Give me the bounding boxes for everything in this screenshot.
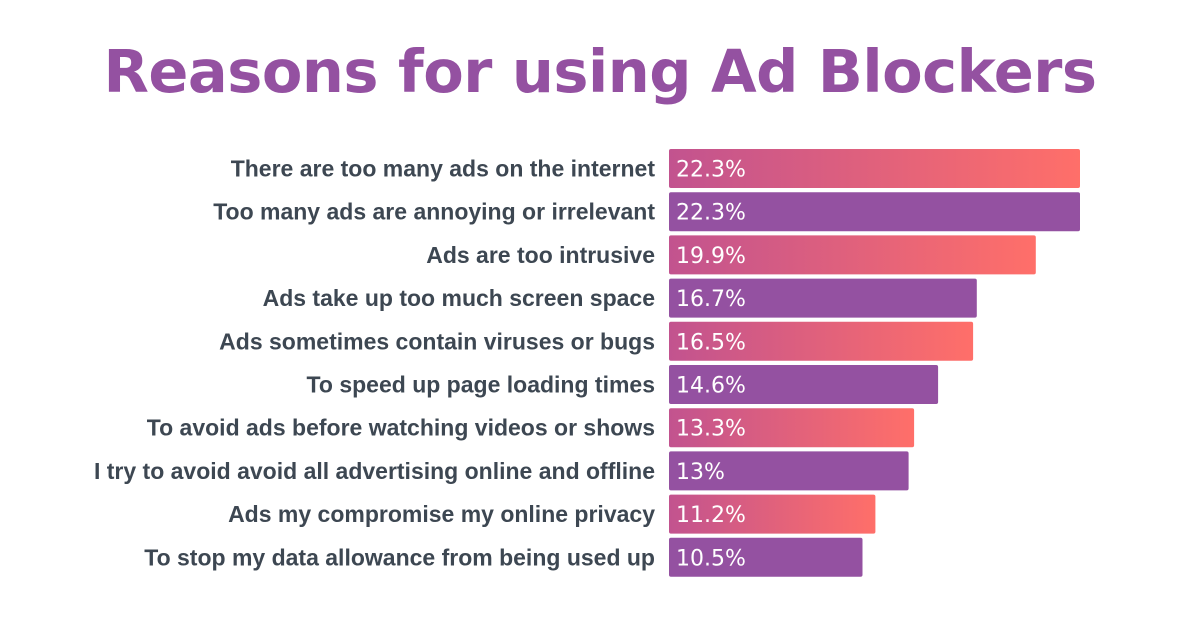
category-label-6: To speed up page loading times (307, 372, 655, 398)
bar-value-label-8: 13% (676, 460, 725, 485)
bar-value-label-9: 11.2% (676, 503, 746, 528)
bar-value-label-2: 22.3% (676, 201, 746, 226)
chart-title: Reasons for using Ad Blockers (103, 37, 1097, 106)
bar-value-label-1: 22.3% (676, 158, 746, 183)
bar-4 (669, 278, 977, 318)
category-label-9: Ads my compromise my online privacy (228, 501, 655, 527)
bar-2 (669, 192, 1080, 232)
bar-1 (669, 149, 1080, 188)
category-label-2: Too many ads are annoying or irrelevant (213, 199, 655, 225)
bar-7 (669, 408, 915, 448)
bar-5 (669, 321, 974, 361)
bar-value-label-6: 14.6% (676, 374, 746, 399)
category-label-10: To stop my data allowance from being use… (144, 544, 655, 570)
bar-value-label-5: 16.5% (676, 330, 746, 355)
bar-6 (669, 365, 939, 404)
bar-value-label-4: 16.7% (676, 287, 746, 312)
bar-value-label-7: 13.3% (676, 417, 746, 442)
bars-group: 22.3% There are too many ads on the inter… (94, 149, 1080, 577)
bar-10 (669, 537, 863, 577)
category-label-3: Ads are too intrusive (426, 242, 655, 268)
category-label-7: To avoid ads before watching videos or s… (147, 415, 655, 441)
bar-9 (669, 494, 876, 534)
bar-3 (669, 235, 1036, 275)
bar-8 (669, 451, 909, 491)
category-label-4: Ads take up too much screen space (263, 285, 655, 311)
category-label-5: Ads sometimes contain viruses or bugs (219, 328, 655, 354)
bar-value-label-10: 10.5% (676, 546, 746, 571)
category-label-1: There are too many ads on the internet (231, 156, 656, 182)
bar-value-label-3: 19.9% (676, 244, 746, 269)
category-label-8: I try to avoid avoid all advertising onl… (94, 458, 655, 484)
